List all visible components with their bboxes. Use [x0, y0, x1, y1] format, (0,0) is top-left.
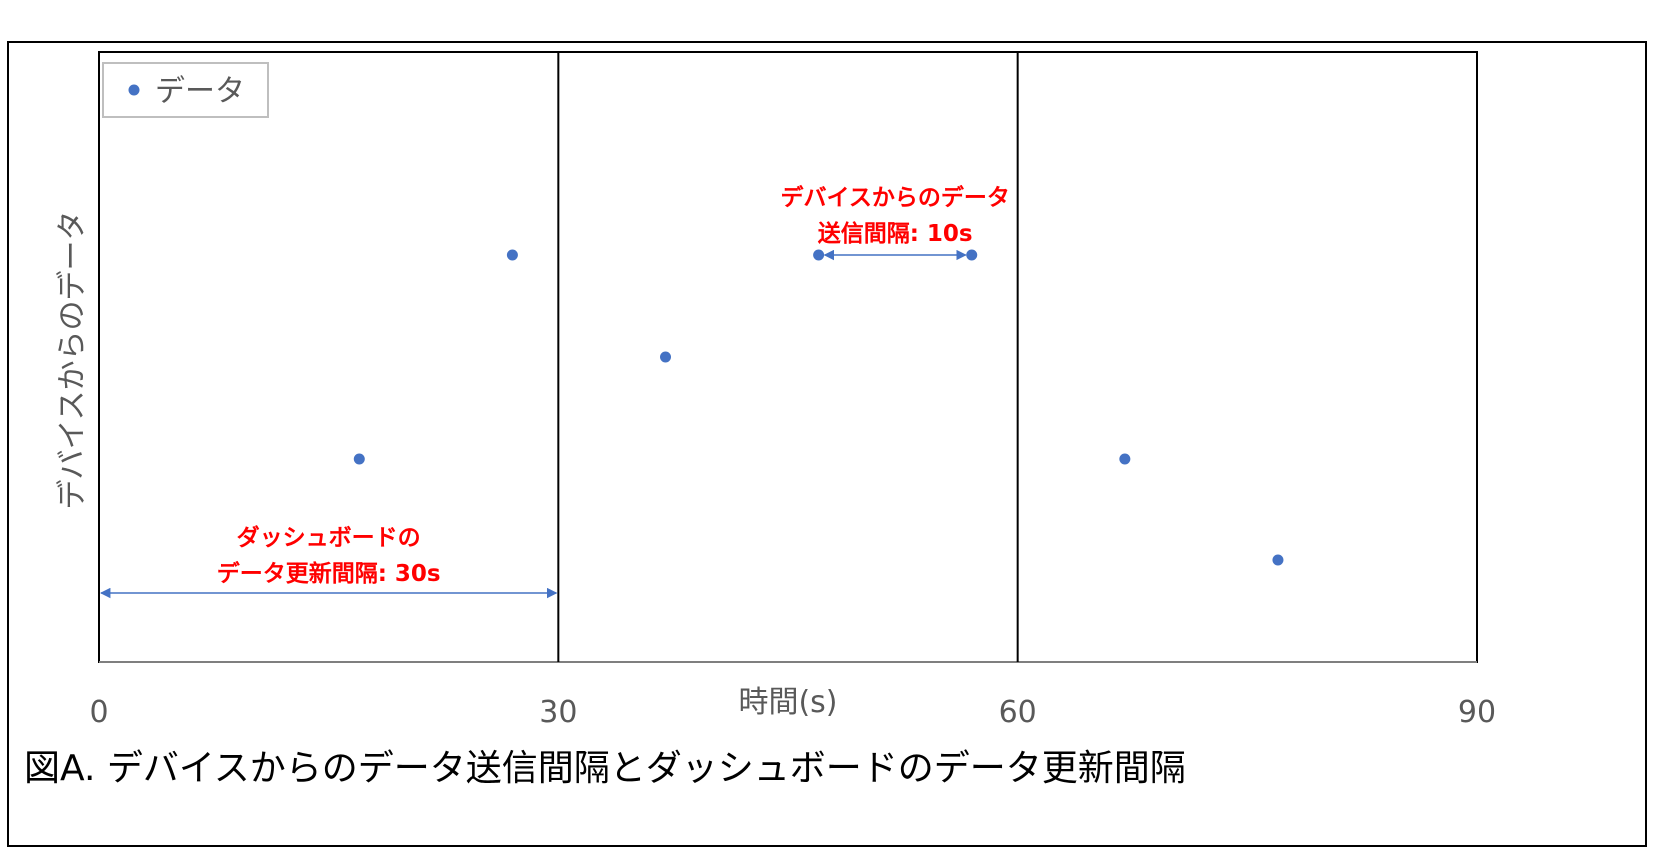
x-tick-labels: 0 30 60 90	[89, 695, 1496, 730]
data-point-3	[813, 249, 825, 261]
annotations: デバイスからのデータ送信間隔: 10s ダッシュボードのデータ更新間隔: 30s	[217, 184, 1010, 587]
interval-lines	[557, 52, 1019, 662]
annotation-arrows	[99, 249, 967, 599]
plot-area	[98, 51, 1478, 663]
annotation-label-1-0: ダッシュボードの	[237, 524, 421, 551]
legend-entry: データ	[155, 74, 245, 109]
x-tick-label-0: 0	[89, 695, 108, 730]
data-point-6	[1272, 554, 1284, 566]
data-point-5	[1119, 453, 1131, 465]
figure-frame	[7, 41, 1647, 847]
x-axis-label: 時間(s)	[738, 685, 837, 720]
data-point-4	[966, 249, 978, 261]
x-tick-label-60: 60	[999, 695, 1037, 730]
data-point-2	[660, 351, 672, 363]
legend-marker	[128, 84, 140, 96]
data-points	[353, 249, 1284, 566]
y-axis-label: デバイスからのデータ	[55, 210, 90, 509]
figure-caption: 図A. デバイスからのデータ送信間隔とダッシュボードのデータ更新間隔	[24, 748, 1186, 789]
x-tick-label-30: 30	[539, 695, 577, 730]
data-point-0	[353, 453, 365, 465]
annotation-label-1-1: データ更新間隔: 30s	[217, 560, 441, 587]
data-point-1	[506, 249, 518, 261]
legend: データ	[102, 62, 269, 118]
annotation-label-0-1: 送信間隔: 10s	[818, 220, 973, 247]
annotation-label-0-0: デバイスからのデータ	[781, 184, 1010, 211]
x-tick-label-90: 90	[1458, 695, 1496, 730]
